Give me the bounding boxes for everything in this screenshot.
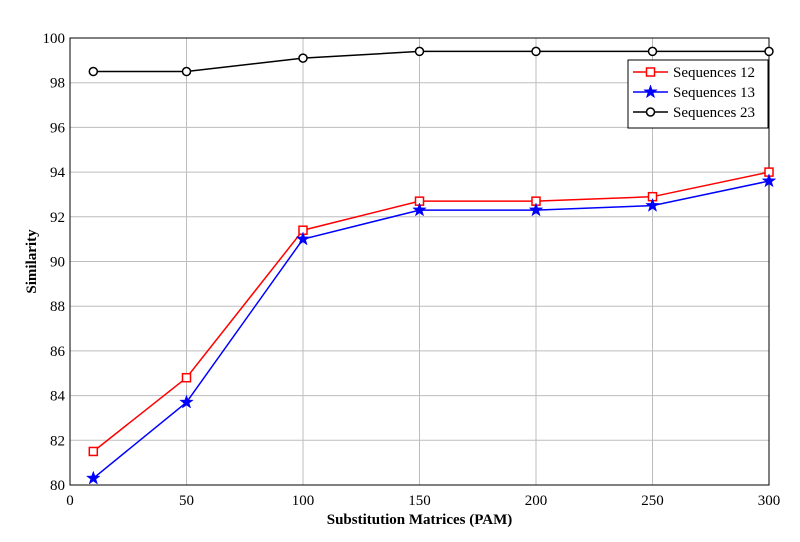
y-tick-label: 94 — [50, 165, 66, 181]
x-tick-label: 100 — [292, 493, 315, 509]
y-tick-label: 86 — [50, 344, 66, 360]
y-tick-label: 88 — [50, 299, 65, 315]
legend-label: Sequences 23 — [673, 105, 755, 121]
data-point — [528, 202, 544, 217]
data-point — [761, 173, 777, 188]
x-tick-label: 250 — [641, 493, 664, 509]
data-point — [647, 46, 658, 57]
series-2 — [85, 173, 777, 485]
legend-marker — [645, 67, 656, 77]
legend-item: Sequences 13 — [633, 84, 755, 101]
y-axis-title: Similarity — [24, 229, 40, 294]
y-tick-label: 84 — [50, 389, 66, 405]
series-1 — [88, 167, 774, 457]
data-point — [179, 394, 194, 409]
legend-label: Sequences 12 — [673, 65, 755, 81]
data-point — [88, 446, 99, 457]
x-tick-label: 200 — [525, 493, 548, 509]
data-point — [181, 372, 192, 383]
y-tick-label: 90 — [50, 255, 65, 271]
legend-marker — [645, 107, 656, 117]
data-point — [412, 202, 427, 217]
data-point — [88, 66, 99, 77]
y-tick-label: 98 — [50, 76, 65, 92]
data-point — [85, 470, 101, 485]
axes: 0 50 100 150 200 250 300 80 82 84 86 88 90 92 94 96 98 10… — [43, 31, 781, 509]
data-point — [181, 66, 192, 77]
plot-frame — [69, 37, 770, 486]
x-tick-label: 150 — [408, 493, 431, 509]
y-tick-label: 100 — [43, 31, 66, 47]
x-tick-label: 0 — [66, 493, 74, 509]
legend-label: Sequences 13 — [673, 85, 755, 101]
data-point — [295, 231, 311, 246]
y-tick-label: 80 — [50, 478, 65, 494]
x-tick-label: 50 — [179, 493, 194, 509]
data-point — [298, 53, 308, 63]
data-point — [531, 46, 541, 57]
data-point — [764, 46, 774, 57]
series-line — [92, 171, 770, 453]
data-point — [414, 46, 425, 57]
x-axis-title: Substitution Matrices (PAM) — [327, 512, 513, 528]
series-layer — [85, 46, 777, 485]
legend-item: Sequences 12 — [633, 65, 755, 81]
y-tick-label: 82 — [50, 433, 65, 449]
legend: Sequences 12 Sequences 13 Sequences 23 — [627, 59, 769, 129]
data-point — [645, 197, 660, 212]
y-tick-label: 96 — [50, 120, 66, 136]
y-tick-label: 92 — [50, 210, 65, 226]
x-tick-label: 300 — [758, 493, 781, 509]
series-line — [92, 180, 770, 479]
legend-item: Sequences 23 — [633, 105, 755, 121]
legend-marker — [643, 84, 658, 99]
series-3 — [88, 46, 774, 77]
